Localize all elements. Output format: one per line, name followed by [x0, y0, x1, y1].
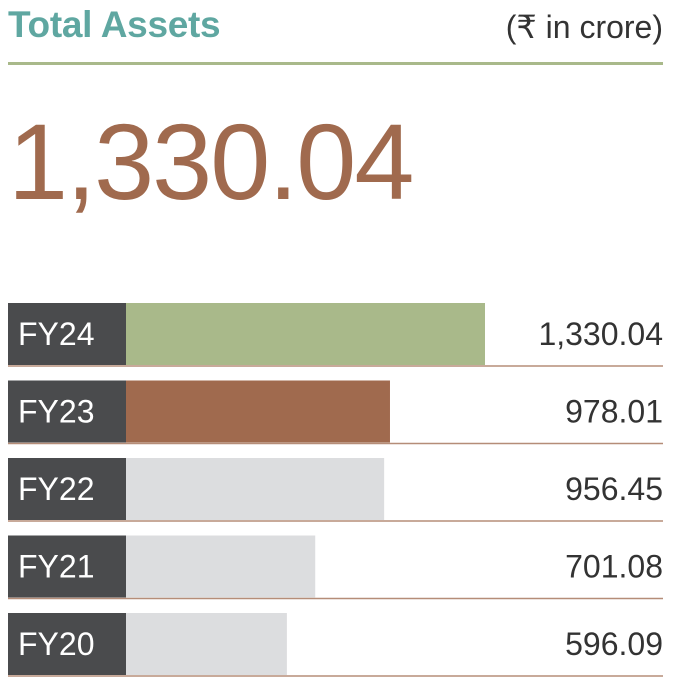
- bar-row-fy23: FY23 978.01: [8, 381, 663, 444]
- category-label: FY24: [18, 316, 94, 352]
- value-label: 701.08: [565, 549, 663, 585]
- value-label: 978.01: [565, 394, 663, 430]
- category-label: FY23: [18, 394, 94, 430]
- bar: [126, 303, 485, 365]
- bar: [126, 613, 287, 675]
- bar-row-fy20: FY20 596.09: [8, 613, 663, 676]
- bar: [126, 536, 315, 598]
- bar-row-fy24: FY24 1,330.04: [8, 303, 663, 366]
- category-label: FY22: [18, 471, 94, 507]
- bar: [126, 458, 384, 520]
- value-label: 596.09: [565, 626, 663, 662]
- value-label: 956.45: [565, 471, 663, 507]
- value-label: 1,330.04: [538, 316, 663, 352]
- category-label: FY21: [18, 549, 94, 585]
- bar: [126, 381, 390, 443]
- bar-row-fy22: FY22 956.45: [8, 458, 663, 521]
- category-label: FY20: [18, 626, 94, 662]
- bar-row-fy21: FY21 701.08: [8, 536, 663, 599]
